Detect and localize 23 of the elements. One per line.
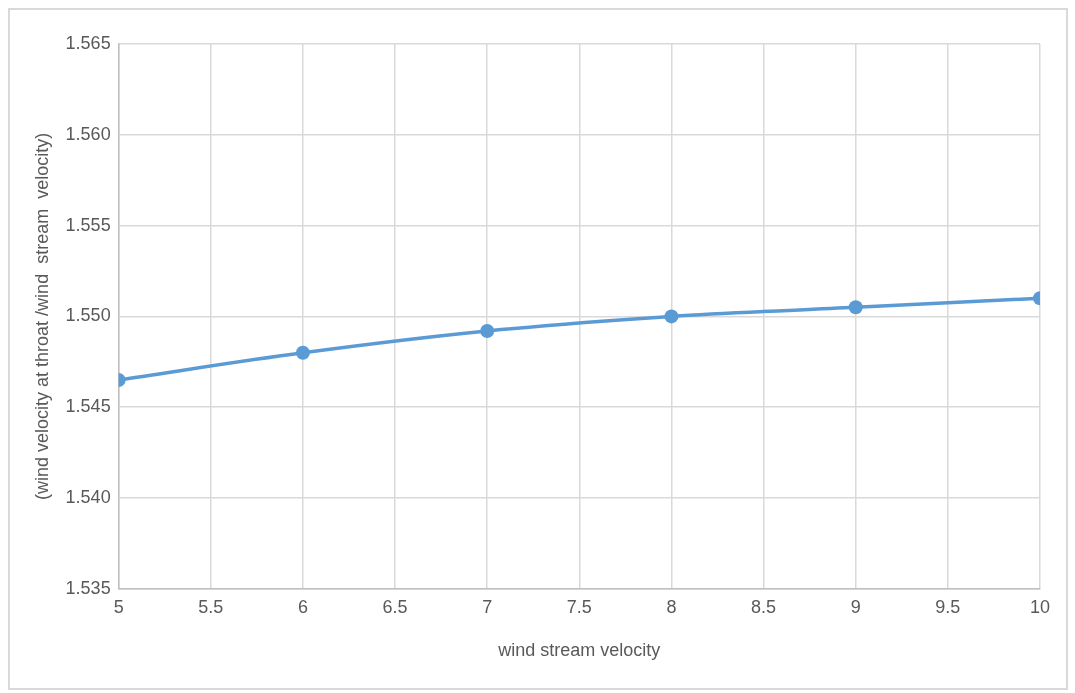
point — [664, 309, 679, 324]
x-tick-label: 5 — [113, 596, 124, 617]
x-tick-label: 9.5 — [935, 596, 961, 617]
x-axis-title: wind stream velocity — [497, 640, 661, 661]
x-tick-label: 8 — [666, 596, 677, 617]
point — [480, 323, 495, 338]
y-tick-label: 1.555 — [65, 214, 111, 235]
x-tick-label: 10 — [1029, 596, 1051, 617]
point — [848, 300, 863, 315]
y-axis-title: (wind velocity at throat /wind stream velocity) — [31, 132, 52, 500]
x-tick-label: 8.5 — [751, 596, 777, 617]
y-tick-label: 1.560 — [65, 123, 111, 144]
x-tick-label: 7.5 — [566, 596, 592, 617]
x-tick-label: 7 — [482, 596, 493, 617]
x-tick-label: 6 — [297, 596, 308, 617]
x-tick-label: 9 — [850, 596, 861, 617]
y-tick-label: 1.545 — [65, 396, 111, 417]
y-tick-label: 1.565 — [65, 32, 111, 53]
x-tick-label: 6.5 — [382, 596, 408, 617]
y-tick-label: 1.535 — [65, 577, 111, 598]
x-tick-label: 5.5 — [198, 596, 224, 617]
y-tick-label: 1.540 — [65, 486, 111, 507]
y-tick-label: 1.550 — [65, 305, 111, 326]
